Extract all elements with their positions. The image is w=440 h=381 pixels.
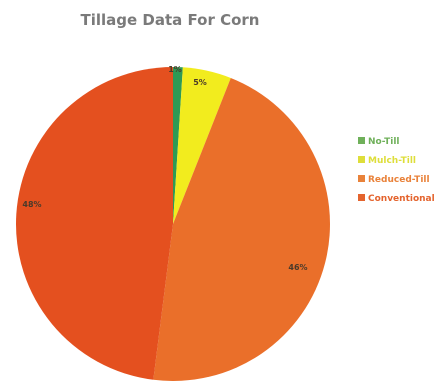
slice-label-mulch-till: 5% xyxy=(193,78,207,87)
legend-label-conventional: Conventional xyxy=(368,194,435,204)
legend-swatch-conventional xyxy=(358,194,365,201)
pie-slice-conventional xyxy=(16,67,173,380)
chart-title: Tillage Data For Corn xyxy=(81,11,260,29)
legend-swatch-no-till xyxy=(358,137,365,144)
slice-label-reduced-till: 46% xyxy=(288,263,307,272)
slice-label-no-till: 1% xyxy=(168,65,182,74)
pie-slices xyxy=(16,67,330,381)
legend: No-Till Mulch-Till Reduced-Till Conventiona… xyxy=(358,137,435,204)
pie-slice-reduced-till xyxy=(153,78,330,381)
pie-slice-mulch-till xyxy=(173,67,231,224)
pie-slice-no-till xyxy=(173,67,183,224)
slice-label-conventional: 48% xyxy=(22,200,41,209)
legend-label-mulch-till: Mulch-Till xyxy=(368,156,416,166)
legend-swatch-reduced-till xyxy=(358,175,365,182)
pie-slice-labels: 1% 5% 46% 48% xyxy=(22,65,307,272)
legend-label-no-till: No-Till xyxy=(368,137,400,147)
legend-label-reduced-till: Reduced-Till xyxy=(368,175,430,185)
legend-swatch-mulch-till xyxy=(358,156,365,163)
